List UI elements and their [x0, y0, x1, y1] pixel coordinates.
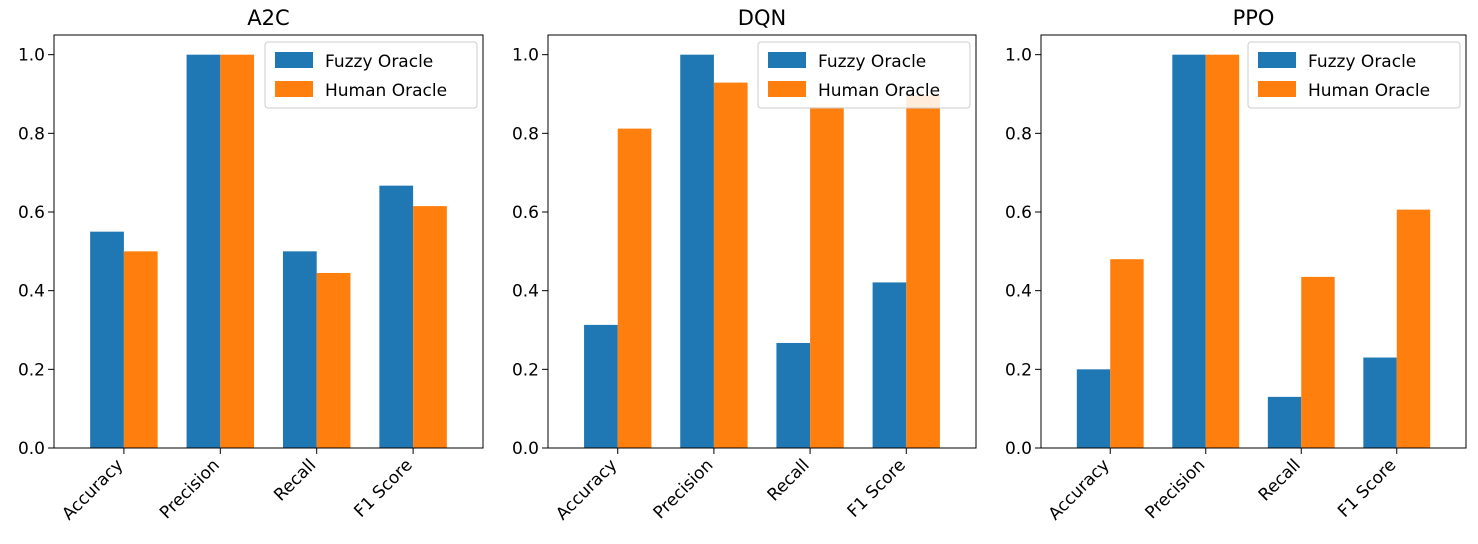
legend-label: Fuzzy Oracle	[325, 52, 433, 72]
y-tick-label: 0.6	[512, 203, 539, 223]
bar-fuzzy-oracle	[872, 282, 907, 448]
legend-box	[264, 41, 478, 109]
x-tick-label: Accuracy	[1045, 455, 1114, 524]
axes-frame	[547, 34, 977, 449]
x-tick-label: Precision	[1141, 455, 1209, 523]
legend-swatch	[1258, 81, 1296, 97]
bar-fuzzy-oracle	[584, 324, 618, 448]
bar-fuzzy-oracle	[186, 54, 221, 449]
chart-title: PPO	[1233, 6, 1275, 30]
y-tick-label: 0.8	[1005, 124, 1032, 144]
x-tick-label: Accuracy	[552, 455, 621, 524]
chart-title: DQN	[738, 6, 786, 30]
legend-box	[1247, 41, 1461, 109]
chart-panel-2: PPO 0.0 0.2 0.4 0.6 0.8 1.0 Accuracy Precision Re…	[1005, 6, 1467, 524]
legend-label: Human Oracle	[1308, 81, 1430, 101]
bar-human-oracle	[906, 95, 940, 449]
x-tick-label: Recall	[270, 455, 320, 505]
bar-fuzzy-oracle	[1267, 396, 1302, 448]
legend-swatch	[275, 81, 313, 97]
y-tick-label: 0.6	[1005, 203, 1032, 223]
legend-label: Human Oracle	[818, 81, 940, 101]
legend-label: Fuzzy Oracle	[818, 52, 926, 72]
y-tick-label: 0.6	[18, 203, 45, 223]
legend-swatch	[1258, 52, 1296, 68]
x-tick-label: F1 Score	[350, 455, 416, 521]
chart-title: A2C	[247, 6, 289, 30]
bar-human-oracle	[316, 272, 351, 448]
bar-human-oracle	[810, 106, 844, 448]
legend: Fuzzy Oracle Human Oracle	[757, 41, 971, 109]
x-tick-label: Precision	[156, 455, 224, 523]
bar-fuzzy-oracle	[680, 54, 714, 449]
bar-human-oracle	[1205, 54, 1240, 449]
bar-fuzzy-oracle	[776, 342, 811, 448]
bar-human-oracle	[713, 82, 748, 449]
y-tick-label: 0.8	[512, 124, 539, 144]
y-tick-label: 1.0	[18, 46, 45, 66]
bar-fuzzy-oracle	[1076, 369, 1111, 448]
chart-panel-0: A2C 0.0 0.2 0.4 0.6 0.8 1.0 Accuracy Precision Re…	[18, 6, 484, 524]
legend-label: Human Oracle	[325, 81, 447, 101]
axes-frame	[53, 34, 484, 449]
bar-fuzzy-oracle	[282, 251, 317, 448]
bar-fuzzy-oracle	[1363, 357, 1397, 448]
y-tick-label: 0.0	[18, 439, 45, 459]
y-tick-label: 1.0	[512, 46, 539, 66]
legend: Fuzzy Oracle Human Oracle	[264, 41, 478, 109]
bar-human-oracle	[617, 128, 652, 448]
bar-fuzzy-oracle	[90, 231, 124, 448]
legend: Fuzzy Oracle Human Oracle	[1247, 41, 1461, 109]
bar-human-oracle	[413, 206, 447, 448]
bar-human-oracle	[123, 251, 158, 448]
bar-fuzzy-oracle	[1172, 54, 1206, 449]
legend-swatch	[275, 52, 313, 68]
legend-swatch	[768, 52, 806, 68]
axes-frame	[1040, 34, 1467, 449]
y-tick-label: 0.4	[1005, 282, 1032, 302]
y-tick-label: 0.2	[512, 360, 539, 380]
x-tick-label: Accuracy	[58, 455, 127, 524]
y-tick-label: 0.2	[1005, 360, 1032, 380]
y-tick-label: 1.0	[1005, 46, 1032, 66]
y-tick-label: 0.0	[1005, 439, 1032, 459]
y-tick-label: 0.8	[18, 124, 45, 144]
legend-label: Fuzzy Oracle	[1308, 52, 1416, 72]
y-tick-label: 0.4	[512, 282, 539, 302]
bar-human-oracle	[1396, 209, 1431, 448]
x-tick-label: Recall	[764, 455, 814, 505]
y-tick-label: 0.2	[18, 360, 45, 380]
x-tick-label: F1 Score	[844, 455, 910, 521]
legend-swatch	[768, 81, 806, 97]
y-tick-label: 0.4	[18, 282, 45, 302]
chart-panel-1: DQN 0.0 0.2 0.4 0.6 0.8 1.0 Accuracy Precision Re…	[512, 6, 977, 524]
x-tick-label: F1 Score	[1334, 455, 1400, 521]
legend-box	[757, 41, 971, 109]
x-tick-label: Recall	[1255, 455, 1305, 505]
y-tick-label: 0.0	[512, 439, 539, 459]
bar-human-oracle	[1110, 259, 1144, 448]
bar-human-oracle	[220, 54, 255, 449]
bar-human-oracle	[1301, 276, 1335, 448]
x-tick-label: Precision	[650, 455, 718, 523]
bar-fuzzy-oracle	[379, 185, 414, 448]
